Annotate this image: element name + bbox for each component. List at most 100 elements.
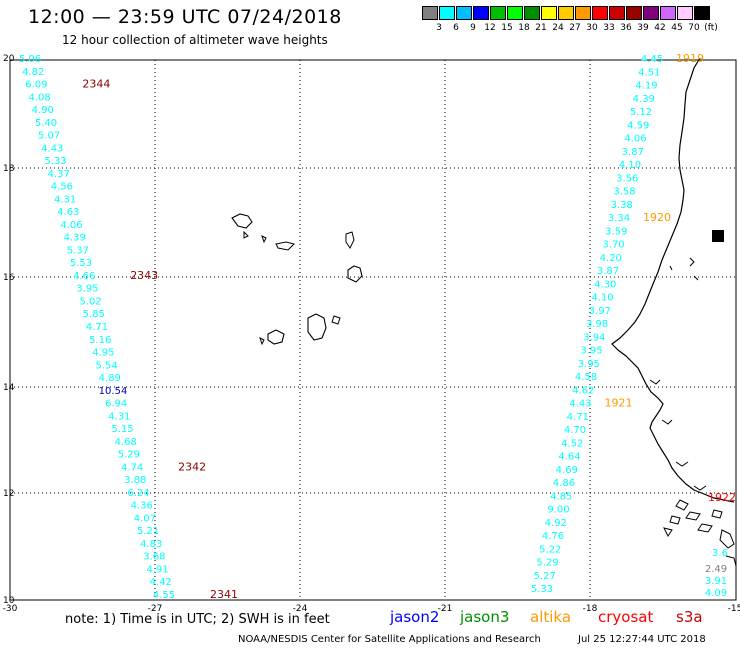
swh-value-label: 2.49 <box>705 564 727 575</box>
map-frame <box>9 59 737 601</box>
legend-swatch <box>456 6 472 20</box>
coastal-detail <box>669 257 699 281</box>
swh-value-label: 4.59 <box>627 120 649 131</box>
longitude-tick-label: -30 <box>3 604 18 614</box>
swh-value-label: 6.09 <box>25 80 47 91</box>
credit-line: NOAA/NESDIS Center for Satellite Applica… <box>238 634 541 645</box>
legend-label: 18 <box>518 23 530 33</box>
swh-value-label: 4.56 <box>51 182 73 193</box>
swh-value-label: 4.43 <box>41 143 63 154</box>
pass-time-label: 2341 <box>210 588 238 601</box>
island <box>347 265 363 283</box>
swh-value-label: 4.89 <box>99 373 121 384</box>
swh-value-label: 3.34 <box>608 213 630 224</box>
latitude-tick-label: 20 <box>3 54 15 64</box>
swh-value-label: 5.02 <box>79 297 101 308</box>
swh-value-label: 3.98 <box>586 319 608 330</box>
swh-value-label: 4.09 <box>705 588 727 599</box>
swh-value-label: 5.29 <box>118 450 140 461</box>
swh-value-label: 3.58 <box>613 187 635 198</box>
swh-value-label: 4.64 <box>558 452 580 463</box>
legend-unit: (ft) <box>704 23 718 33</box>
swh-value-label: 4.74 <box>121 462 143 473</box>
swh-value-label: 4.70 <box>564 425 586 436</box>
swh-value-label: 4.91 <box>146 565 168 576</box>
swh-value-label: 4.83 <box>140 539 162 550</box>
swh-value-label: 4.42 <box>150 577 172 588</box>
swh-value-label: 4.76 <box>542 531 564 542</box>
swh-value-label: 3.56 <box>616 173 638 184</box>
swh-value-label: 3.38 <box>611 200 633 211</box>
swh-value-label: 5.37 <box>67 245 89 256</box>
legend-swatch <box>643 6 659 20</box>
longitude-tick-label: -27 <box>148 604 163 614</box>
swh-value-label: 6.94 <box>105 399 127 410</box>
legend-label: 9 <box>470 23 476 33</box>
pass-time-label: 1919 <box>676 52 704 65</box>
coastal-feature <box>712 230 724 242</box>
legend-swatch <box>541 6 557 20</box>
longitude-tick-label: -21 <box>438 604 453 614</box>
latitude-tick-label: 12 <box>3 489 14 499</box>
bijagos-islands <box>663 499 737 567</box>
footer-note: note: 1) Time is in UTC; 2) SWH is in fe… <box>65 612 330 627</box>
swh-value-label: 3.6 <box>712 548 728 559</box>
generation-timestamp: Jul 25 12:27:44 UTC 2018 <box>578 634 706 645</box>
swh-value-label: 4.08 <box>28 92 50 103</box>
swh-value-label: 5.33 <box>531 584 553 595</box>
mission-altika: altika <box>530 608 572 626</box>
legend-swatch <box>694 6 710 20</box>
island <box>345 231 355 249</box>
swh-value-label: 4.31 <box>108 411 130 422</box>
swh-value-label: 5.54 <box>95 360 117 371</box>
island <box>275 241 295 251</box>
island <box>231 213 253 229</box>
swh-value-label: 4.20 <box>600 253 622 264</box>
swh-value-label: 4.36 <box>131 501 153 512</box>
pass-time-label: 1920 <box>643 211 671 224</box>
swh-value-label: 4.43 <box>569 399 591 410</box>
swh-value-label: 3.70 <box>602 240 624 251</box>
swh-value-label: 3.87 <box>622 147 644 158</box>
swh-value-label: 10.54 <box>99 386 128 397</box>
legend-label: 39 <box>637 23 649 33</box>
swh-value-label: 9.00 <box>547 505 569 516</box>
swh-value-label: 4.39 <box>64 233 86 244</box>
legend-swatch <box>626 6 642 20</box>
legend-label: 6 <box>453 23 459 33</box>
legend-swatch <box>558 6 574 20</box>
swh-value-label: 3.88 <box>124 475 146 486</box>
swh-value-label: 4.62 <box>572 385 594 396</box>
pass-time-label: 1921 <box>605 397 633 410</box>
mission-cryosat: cryosat <box>598 608 654 626</box>
legend-label: 45 <box>671 23 683 33</box>
coastline-detail <box>649 379 707 491</box>
swh-value-label: 4.52 <box>561 438 583 449</box>
pass-time-label: 1922 <box>708 491 736 504</box>
island <box>261 235 267 244</box>
legend-swatch <box>490 6 506 20</box>
swh-value-label: 4.10 <box>591 293 613 304</box>
swh-value-label: 5.12 <box>630 107 652 118</box>
swh-value-label: 5.27 <box>534 571 556 582</box>
swh-value-label: 5.29 <box>536 558 558 569</box>
longitude-tick-label: -24 <box>293 604 308 614</box>
longitude-tick-label: -15 <box>728 604 740 614</box>
swh-value-label: 4.39 <box>633 94 655 105</box>
island <box>259 337 265 346</box>
coastline <box>611 57 735 503</box>
swh-value-label: 4.55 <box>153 590 175 601</box>
legend-swatch <box>422 6 438 20</box>
swh-value-label: 5.15 <box>111 424 133 435</box>
swh-value-label: 5.21 <box>137 526 159 537</box>
swh-value-label: 4.58 <box>575 372 597 383</box>
swh-value-label: 4.19 <box>635 81 657 92</box>
swh-value-label: 4.95 <box>92 348 114 359</box>
latitude-tick-label: 14 <box>3 383 15 393</box>
swh-value-label: 4.07 <box>134 513 156 524</box>
legend-label: 36 <box>620 23 632 33</box>
pass-time-label: 2342 <box>178 460 206 473</box>
island <box>307 313 327 341</box>
swh-value-label: 4.82 <box>22 67 44 78</box>
